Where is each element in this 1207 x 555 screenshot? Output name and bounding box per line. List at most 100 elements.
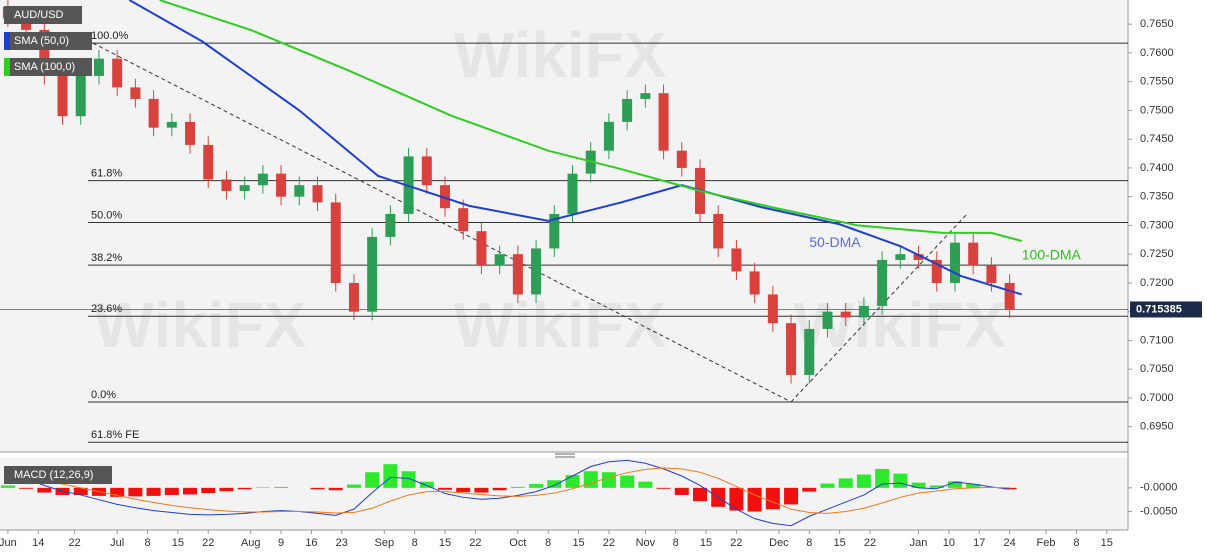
x-tick-label: 15 (834, 537, 846, 549)
candle-body (185, 121, 196, 145)
x-tick-label: Oct (509, 537, 526, 549)
y-tick-label: -0.0050 (1140, 505, 1177, 517)
candle-body (440, 185, 451, 209)
candle-body (476, 231, 487, 266)
macd-hist-bar (1002, 487, 1017, 490)
macd-hist-bar (201, 487, 216, 494)
x-tick-label: Jul (110, 537, 124, 549)
macd-hist-bar (456, 487, 471, 493)
x-tick-label: 15 (172, 537, 184, 549)
candle-body (276, 173, 287, 197)
x-tick-label: 22 (469, 537, 481, 549)
candle-body (93, 58, 104, 76)
y-tick-label: 0.7100 (1140, 334, 1174, 346)
candle-body (822, 311, 833, 329)
macd-hist-bar (401, 471, 416, 488)
candle-body (312, 185, 323, 203)
macd-hist-bar (856, 474, 871, 488)
candle-body (239, 185, 250, 191)
y-tick-label: 0.7350 (1140, 191, 1174, 203)
x-tick-label: Nov (636, 537, 656, 549)
macd-hist-bar (492, 487, 507, 491)
fib-label: 38.2% (91, 252, 122, 264)
candle-body (749, 271, 760, 295)
macd-label: MACD (12,26,9) (14, 469, 93, 481)
macd-hist-bar (729, 487, 744, 511)
macd-hist-bar (765, 487, 780, 510)
candle-body (166, 121, 177, 128)
macd-hist-bar (128, 487, 143, 497)
y-tick-label: 0.7000 (1140, 392, 1174, 404)
macd-hist-bar (19, 487, 34, 489)
macd-line (7, 459, 1010, 527)
macd-hist-bar (183, 487, 198, 495)
x-tick-label: Dec (769, 537, 789, 549)
legend-box (4, 32, 92, 50)
macd-hist-bar (383, 464, 398, 488)
macd-hist-bar (474, 487, 489, 493)
candle-body (130, 87, 141, 99)
candle-body (840, 311, 851, 318)
y-tick-label: 0.7500 (1140, 104, 1174, 116)
macd-hist-bar (37, 487, 52, 493)
macd-hist-bar (875, 468, 890, 488)
candle-body (112, 58, 123, 88)
x-tick-label: 8 (806, 537, 812, 549)
candle-body (986, 265, 997, 283)
fib-label: 100.0% (91, 30, 129, 42)
y-tick-label: 0.7600 (1140, 47, 1174, 59)
macd-hist-bar (583, 471, 598, 488)
macd-hist-bar (164, 487, 179, 495)
macd-hist-bar (365, 472, 380, 488)
macd-hist-bar (110, 487, 125, 497)
x-tick-label: 8 (545, 537, 551, 549)
macd-hist-bar (565, 475, 580, 488)
y-tick-label: 0.7400 (1140, 162, 1174, 174)
x-tick-label: 14 (32, 537, 44, 549)
macd-hist-bar (747, 487, 762, 512)
last-price-box (1130, 301, 1202, 318)
y-tick-label: 0.7250 (1140, 248, 1174, 260)
candle-body (767, 294, 778, 324)
macd-hist-bar (237, 487, 252, 490)
macd-hist-bar (346, 484, 361, 488)
candle-body (931, 259, 942, 283)
x-tick-label: 15 (1101, 537, 1113, 549)
x-tick-label: Sep (375, 537, 395, 549)
macd-hist-bar (802, 487, 817, 492)
legend-swatch (4, 32, 10, 50)
candle-body (549, 213, 560, 249)
candle-body (858, 305, 869, 318)
candle-body (877, 259, 888, 306)
candle-body (895, 254, 906, 260)
macd-hist-bar (547, 480, 562, 488)
macd-hist-bar (219, 487, 234, 492)
fib-label: 50.0% (91, 209, 122, 221)
candle-body (21, 18, 32, 30)
x-tick-label: 22 (730, 537, 742, 549)
x-tick-label: 22 (603, 537, 615, 549)
x-tick-label: 10 (943, 537, 955, 549)
y-tick-label: 0.7550 (1140, 76, 1174, 88)
candle-body (385, 213, 396, 237)
candle-body (531, 248, 542, 295)
macd-hist-bar (784, 487, 799, 505)
y-tick-label: -0.0000 (1140, 482, 1177, 494)
candle-body (731, 248, 742, 272)
candle-body (148, 98, 159, 128)
macd-hist-bar (966, 484, 981, 488)
macd-hist-bar (656, 487, 671, 489)
candle-body (367, 236, 378, 312)
panel-handle (555, 453, 575, 458)
legend-box (4, 58, 92, 76)
x-tick-label: 24 (1003, 537, 1015, 549)
candle-body (603, 121, 614, 151)
watermark: WikiFX (454, 289, 667, 361)
macd-hist-bar (820, 483, 835, 488)
candle-body (676, 150, 687, 168)
candle-body (913, 254, 924, 260)
x-tick-label: 23 (336, 537, 348, 549)
macd-hist-bar (73, 487, 88, 495)
trendline (92, 42, 792, 403)
